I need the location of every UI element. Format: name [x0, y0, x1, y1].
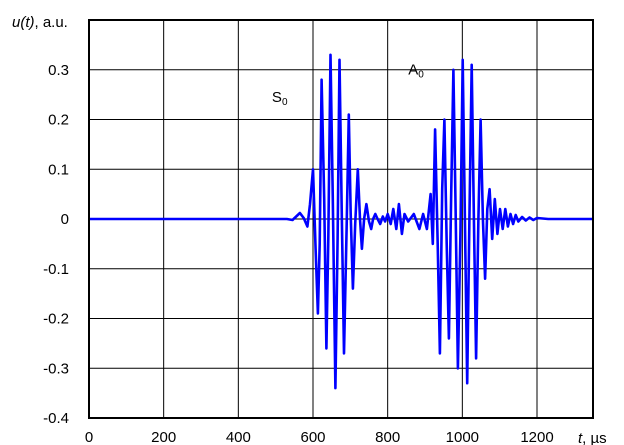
annotation-subscript: 0: [418, 70, 424, 81]
y-tick-label: 0.2: [48, 112, 69, 129]
x-tick-label: 1000: [446, 429, 479, 445]
y-tick-label: 0.1: [48, 161, 69, 178]
annotation-a0: A0: [408, 62, 424, 81]
y-tick-label: 0.3: [48, 62, 69, 79]
y-axis-label-variable: u(t): [12, 14, 35, 31]
x-tick-label: 400: [226, 429, 251, 445]
y-tick-labels: -0.4 -0.3 -0.2 -0.1 0 0.1 0.2 0.3: [43, 62, 69, 427]
series-line: [89, 53, 593, 390]
y-tick-label: -0.1: [43, 261, 69, 278]
annotation-main: A: [408, 62, 418, 79]
annotation-main: S: [272, 89, 282, 106]
y-tick-label: -0.2: [43, 311, 69, 328]
x-axis-label: t, µs: [578, 430, 607, 445]
y-tick-label: 0: [61, 211, 69, 228]
x-tick-labels: 0 200 400 600 800 1000 1200: [85, 429, 554, 445]
plot-frame: [88, 19, 594, 419]
y-axis-label: u(t), a.u.: [12, 14, 68, 31]
x-tick-label: 800: [375, 429, 400, 445]
x-tick-label: 200: [151, 429, 176, 445]
y-tick-label: -0.3: [43, 360, 69, 377]
y-axis-label-unit: , a.u.: [35, 14, 68, 31]
x-axis-label-unit: , µs: [582, 430, 606, 445]
x-tick-label: 600: [300, 429, 325, 445]
x-axis-label-variable: t: [578, 430, 583, 445]
annotation-s0: S0: [272, 89, 288, 108]
annotation-subscript: 0: [282, 97, 288, 108]
x-tick-label: 1200: [520, 429, 553, 445]
y-tick-label: -0.4: [43, 410, 69, 427]
x-tick-label: 0: [85, 429, 93, 445]
